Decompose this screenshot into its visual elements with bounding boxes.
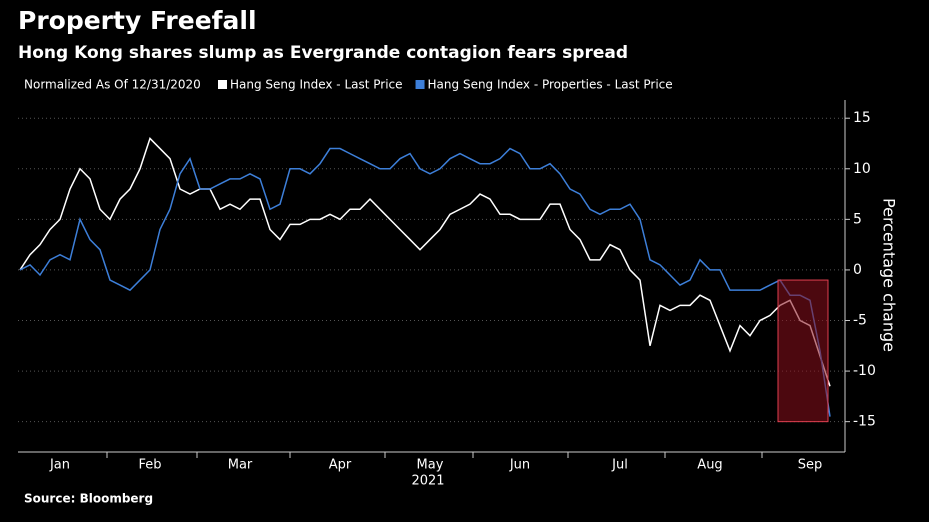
legend-label: Hang Seng Index - Properties - Last Pric… [428,78,673,92]
y-tick-label: 5 [853,211,862,227]
y-tick-label: 0 [853,262,862,278]
highlight-box [777,279,829,423]
month-ticks [106,452,763,458]
chart-subtitle: Hong Kong shares slump as Evergrande con… [18,43,628,63]
y-axis-label: Percentage change [880,198,899,352]
y-tick-label: -10 [853,363,876,379]
x-tick-label: Jun [509,458,530,473]
x-tick-label: May [417,458,444,473]
legend-swatch [415,80,425,89]
chart-title: Property Freefall [18,6,257,35]
legend-label: Hang Seng Index - Last Price [230,78,403,92]
x-tick-label: Jul [611,458,628,473]
legend-note: Normalized As Of 12/31/2020 [24,78,201,92]
x-tick-label: Apr [329,458,352,473]
x-tick-label: Feb [138,458,161,473]
y-tick-label: -15 [853,414,876,430]
y-tick-label: 10 [853,161,871,177]
source: Source: Bloomberg [24,492,153,506]
x-tick-label: Mar [228,458,253,473]
series-line [19,137,831,387]
x-tick-label: Jan [49,458,70,473]
x-tick-label: Sep [798,458,823,473]
x-tick-label: Aug [697,458,722,473]
y-tick-label: -5 [853,313,867,329]
x-axis-label: 2021 [411,474,444,489]
series-line [19,147,831,417]
y-tick-label: 15 [853,110,871,126]
legend-swatch [218,80,227,89]
